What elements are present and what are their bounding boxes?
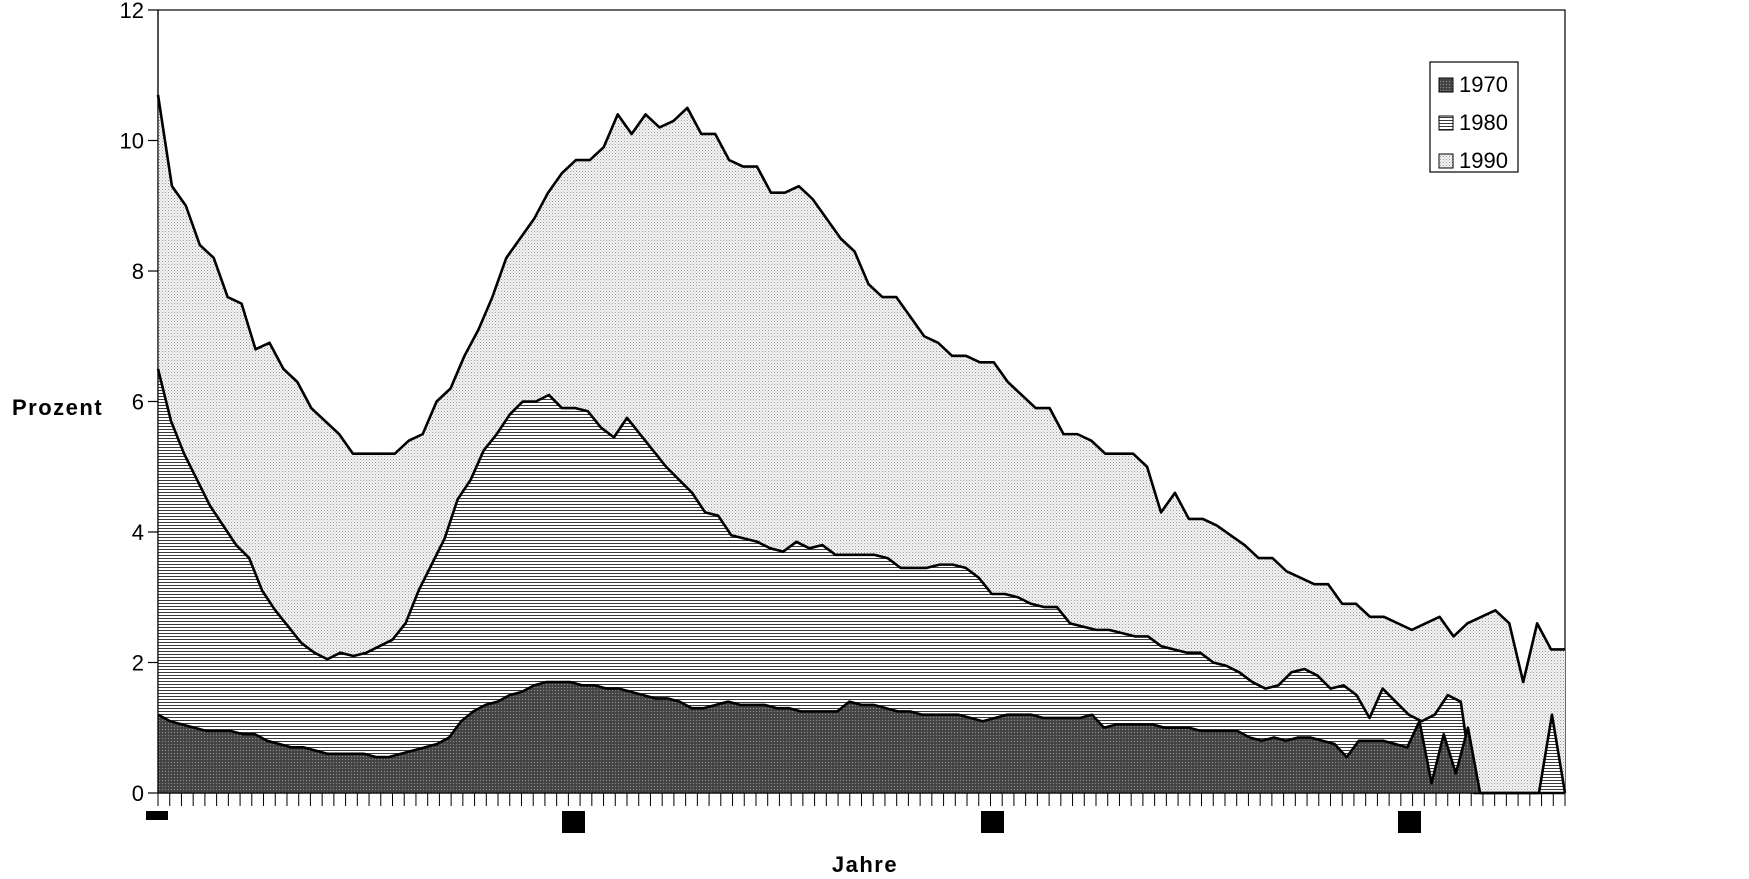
x-group-marker (1398, 811, 1421, 833)
y-tick-label: 2 (132, 651, 144, 676)
series-layer (156, 94, 1567, 795)
legend-swatch-1980 (1438, 115, 1454, 131)
y-axis: 0 2 4 6 8 10 12 (120, 0, 159, 806)
y-axis-title: Prozent (12, 395, 103, 420)
x-group-marker (146, 811, 168, 820)
legend: 1970 1980 1990 (1429, 61, 1519, 173)
legend-label-1970: 1970 (1459, 72, 1508, 97)
legend-label-1990: 1990 (1459, 148, 1508, 173)
legend-swatch-1990 (1438, 153, 1454, 169)
y-tick-label: 6 (132, 390, 144, 415)
x-axis (146, 792, 1566, 833)
x-group-marker (562, 811, 585, 833)
line-1990 (156, 94, 1565, 684)
area-1970 (158, 682, 1565, 793)
line-1970 (157, 680, 1565, 795)
line-1980 (156, 368, 1567, 795)
area-1980 (158, 368, 1565, 793)
y-tick-label: 12 (120, 0, 144, 23)
y-tick-label: 10 (120, 129, 144, 154)
legend-label-1980: 1980 (1459, 110, 1508, 135)
y-tick-label: 0 (132, 781, 144, 806)
y-tick-label: 8 (132, 259, 144, 284)
x-axis-title: Jahre (832, 852, 898, 877)
y-tick-label: 4 (132, 520, 144, 545)
legend-swatch-1970 (1438, 77, 1454, 93)
x-group-marker (981, 811, 1004, 833)
